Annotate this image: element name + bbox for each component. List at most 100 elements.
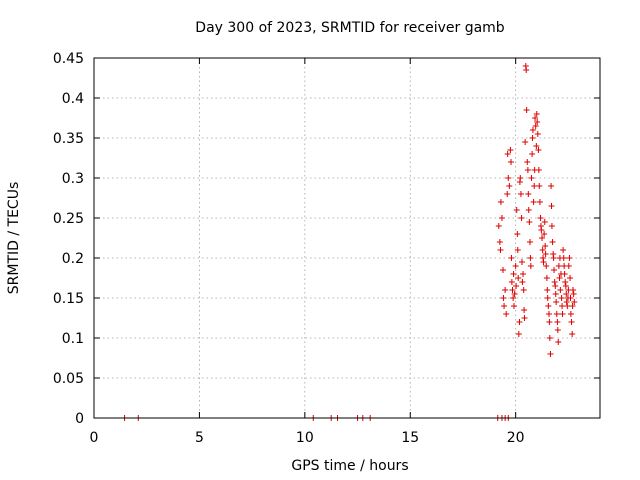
data-point	[510, 271, 517, 277]
data-point	[543, 275, 550, 281]
y-tick-label: 0.3	[62, 171, 84, 187]
data-point	[552, 291, 559, 297]
y-tick-label: 0	[75, 411, 84, 427]
data-point	[500, 295, 507, 301]
grid-layer	[94, 58, 600, 418]
y-tick-label: 0.35	[53, 131, 84, 147]
data-point	[545, 311, 552, 317]
data-point	[515, 331, 522, 337]
data-point	[518, 259, 525, 265]
data-point	[554, 319, 561, 325]
data-point	[525, 207, 532, 213]
data-point	[570, 291, 577, 297]
data-point	[550, 255, 557, 261]
data-point	[516, 319, 523, 325]
data-point	[538, 227, 545, 233]
data-point	[567, 295, 574, 301]
data-point	[521, 307, 528, 313]
y-tick-label: 0.45	[53, 51, 84, 67]
data-point	[549, 239, 556, 245]
data-point	[514, 247, 521, 253]
data-point	[535, 147, 542, 153]
data-point	[511, 291, 518, 297]
data-point	[504, 191, 511, 197]
data-point	[502, 287, 509, 293]
data-point	[497, 247, 504, 253]
data-point	[559, 311, 566, 317]
data-point	[515, 275, 522, 281]
data-point	[568, 319, 575, 325]
data-point	[553, 311, 560, 317]
data-point	[525, 191, 532, 197]
data-point	[541, 231, 548, 237]
data-point	[530, 199, 537, 205]
data-point	[543, 263, 550, 269]
data-point	[495, 223, 502, 229]
data-point	[524, 159, 531, 165]
data-point	[521, 315, 528, 321]
data-point	[569, 331, 576, 337]
data-point	[562, 283, 569, 289]
data-point	[534, 119, 541, 125]
data-point	[527, 263, 534, 269]
data-point	[559, 303, 566, 309]
data-point	[505, 175, 512, 181]
data-point	[542, 251, 549, 257]
data-point	[540, 259, 547, 265]
data-point	[548, 203, 555, 209]
x-tick-label: 15	[401, 430, 419, 446]
data-point	[497, 199, 504, 205]
data-point	[563, 291, 570, 297]
data-point	[562, 279, 569, 285]
data-point	[557, 287, 564, 293]
data-point	[528, 175, 535, 181]
data-point	[536, 183, 543, 189]
data-point	[534, 131, 541, 137]
y-tick-label: 0.15	[53, 291, 84, 307]
data-point	[527, 255, 534, 261]
data-point	[551, 279, 558, 285]
data-point	[560, 247, 567, 253]
data-point	[563, 299, 570, 305]
data-point	[513, 283, 520, 289]
data-point	[508, 159, 515, 165]
data-point	[503, 311, 510, 317]
data-point	[522, 139, 529, 145]
data-point	[514, 231, 521, 237]
data-point	[529, 135, 536, 141]
data-point	[529, 151, 536, 157]
data-point	[527, 239, 534, 245]
data-point	[520, 287, 527, 293]
data-point	[531, 183, 538, 189]
data-point	[518, 215, 525, 221]
data-point	[558, 295, 565, 301]
data-point	[561, 271, 568, 277]
data-point	[556, 275, 563, 281]
data-point	[539, 235, 546, 241]
x-tick-label: 5	[195, 430, 204, 446]
data-point	[533, 143, 540, 149]
data-point	[546, 335, 553, 341]
chart-title: Day 300 of 2023, SRMTID for receiver gam…	[195, 20, 505, 36]
data-point	[508, 279, 515, 285]
data-point	[547, 351, 554, 357]
data-point	[544, 287, 551, 293]
data-point	[523, 107, 530, 113]
x-tick-label: 10	[296, 430, 314, 446]
data-point	[526, 219, 533, 225]
data-point	[565, 263, 572, 269]
data-point	[548, 223, 555, 229]
data-point	[512, 263, 519, 269]
data-point	[551, 267, 558, 273]
data-point	[548, 183, 555, 189]
data-point	[506, 183, 513, 189]
data-point	[496, 239, 503, 245]
data-point	[545, 303, 552, 309]
y-tick-label: 0.1	[62, 331, 84, 347]
data-point	[509, 287, 516, 293]
data-point	[569, 303, 576, 309]
data-point	[567, 311, 574, 317]
data-point	[523, 67, 530, 73]
y-tick-label: 0.05	[53, 371, 84, 387]
